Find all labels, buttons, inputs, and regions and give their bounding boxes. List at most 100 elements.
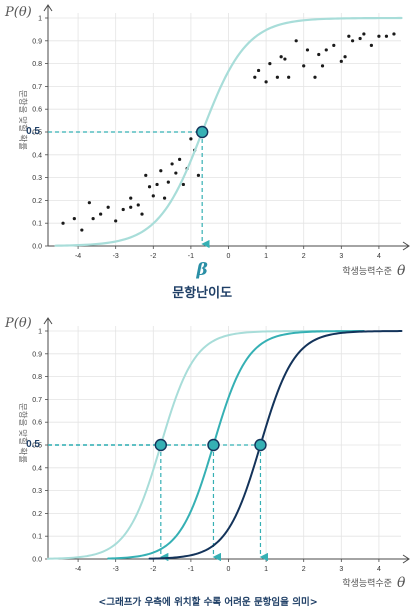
data-point: [377, 34, 381, 38]
bottom-x-axis-title: 학생능력수준: [342, 577, 392, 589]
data-point: [129, 205, 133, 209]
y-tick-label: 0.5: [32, 443, 42, 450]
x-tick-label: -3: [113, 566, 119, 573]
top-curve-group: [54, 16, 403, 247]
y-tick-label: 0.3: [32, 175, 42, 182]
data-point: [253, 75, 257, 79]
y-tick-label: 0.5: [32, 130, 42, 137]
data-point: [294, 39, 298, 43]
data-point: [347, 34, 351, 38]
x-tick-label: 1: [264, 566, 268, 573]
data-point: [268, 62, 272, 66]
data-point: [350, 39, 355, 43]
top-y-axis-symbol: P(θ): [4, 5, 32, 20]
difficulty-marker: [195, 125, 209, 139]
data-point: [256, 68, 261, 73]
difficulty-marker-1: [154, 438, 168, 452]
bottom-chart: 0.0 0.1 0.2 0.3 0.4 0.5 0.6 0.7 0.8 0.9 1 -4 -3 -2 -1…: [4, 316, 410, 608]
top-marker-group: [195, 125, 209, 139]
icc-curve-1: [47, 330, 324, 560]
data-point: [147, 185, 152, 189]
data-point: [384, 34, 389, 38]
data-point: [369, 43, 373, 47]
data-point: [279, 55, 283, 59]
data-point: [332, 43, 336, 47]
x-tick-label: 0: [227, 566, 231, 573]
data-point: [302, 64, 306, 68]
top-data-points: [61, 32, 396, 232]
data-point: [362, 32, 366, 36]
data-point: [106, 205, 110, 209]
top-y-axis-title: 문항을 맞힐 확률: [17, 90, 28, 150]
data-point: [155, 182, 159, 187]
top-x-axis-title: 학생능력수준: [342, 265, 392, 277]
data-point: [392, 32, 396, 36]
bottom-y-axis-title: 문항을 맞힐 확률: [17, 403, 28, 463]
data-point: [166, 180, 170, 184]
x-tick-label: -2: [150, 566, 156, 573]
top-axes: [43, 4, 410, 251]
x-tick-label: 3: [339, 566, 343, 573]
y-tick-label: 0.2: [32, 511, 42, 518]
data-point: [196, 173, 201, 177]
bottom-half-probability-label: 0.5: [26, 439, 40, 450]
x-tick-label: 0: [227, 253, 231, 260]
y-tick-label: 0.2: [32, 198, 42, 205]
data-point: [99, 212, 103, 216]
data-point: [136, 203, 140, 207]
y-tick-label: 0.4: [32, 152, 42, 159]
bottom-x-axis-symbol: θ: [397, 575, 406, 591]
data-point: [72, 217, 76, 221]
data-point: [159, 169, 163, 173]
x-tick-label: 4: [377, 566, 381, 573]
data-point: [174, 171, 178, 175]
data-point: [305, 48, 310, 52]
y-tick-label: 0.6: [32, 420, 42, 427]
x-tick-label: -3: [113, 253, 119, 260]
data-point: [343, 55, 347, 59]
x-tick-label: 1: [264, 253, 268, 260]
data-point: [91, 217, 95, 221]
icc-curve-2: [107, 330, 365, 560]
data-point: [358, 36, 362, 41]
top-chart: 0.0 0.1 0.2 0.3 0.4 0.5 0.6 0.7 0.8 0.9 1 -4 -3 -2 -1…: [4, 4, 410, 301]
top-gridlines: [48, 13, 401, 246]
data-point: [170, 162, 174, 166]
x-tick-label: -1: [188, 253, 194, 260]
data-point: [283, 57, 287, 61]
data-point: [178, 157, 182, 161]
data-point: [87, 201, 91, 205]
data-point: [275, 75, 279, 79]
bottom-axes: [43, 317, 410, 564]
y-tick-label: 0.3: [32, 488, 42, 495]
y-tick-label: 0.9: [32, 351, 42, 358]
data-point: [181, 182, 185, 187]
data-point: [114, 219, 118, 223]
y-tick-label: 1: [38, 329, 42, 336]
y-tick-label: 0.4: [32, 465, 42, 472]
data-point: [313, 75, 317, 79]
x-tick-label: 2: [302, 253, 306, 260]
x-tick-label: -4: [75, 253, 81, 260]
data-point: [287, 75, 291, 79]
data-point: [151, 194, 155, 198]
difficulty-marker-3: [254, 438, 267, 452]
data-point: [144, 173, 148, 177]
difficulty-marker-2: [207, 438, 220, 452]
bottom-y-axis-symbol: P(θ): [4, 316, 32, 331]
top-x-axis-arrow: [402, 241, 410, 251]
x-tick-label: -1: [188, 566, 194, 573]
y-tick-label: 1: [38, 16, 42, 23]
data-point: [61, 221, 65, 225]
y-tick-label: 0.9: [32, 38, 42, 45]
data-point: [162, 196, 167, 200]
y-tick-label: 0.8: [32, 61, 42, 68]
data-point: [189, 137, 193, 141]
data-point: [129, 196, 133, 200]
y-tick-label: 0.8: [32, 374, 42, 381]
bottom-curves-group: [47, 330, 403, 560]
bottom-y-ticks: 0.0 0.1 0.2 0.3 0.4 0.5 0.6 0.7 0.8 0.9 1: [32, 329, 48, 564]
icc-curve: [54, 16, 403, 247]
y-tick-label: 0.1: [32, 534, 42, 541]
